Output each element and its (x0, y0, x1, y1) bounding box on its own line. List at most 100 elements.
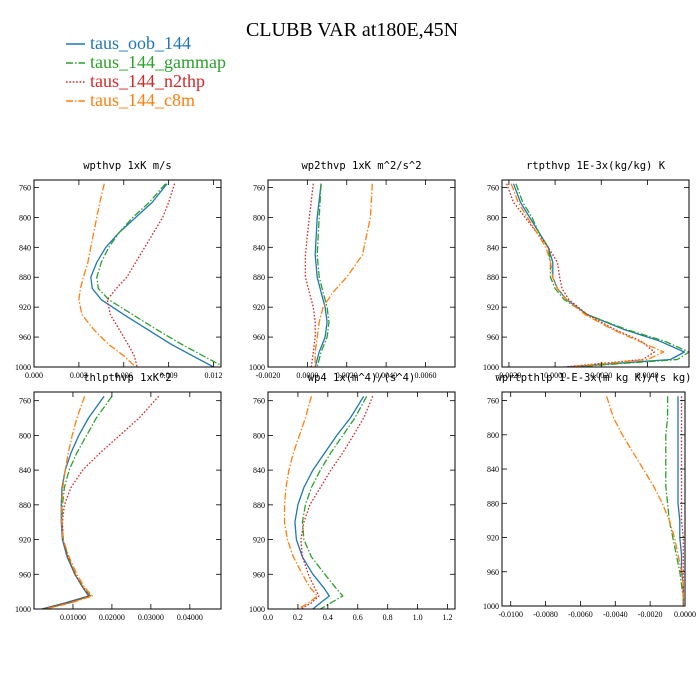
y-tick-label: 800 (253, 431, 265, 440)
y-tick-label: 1000 (483, 602, 499, 611)
x-tick-label: 0.8 (383, 613, 393, 622)
series-group (283, 395, 374, 609)
y-tick-label: 760 (487, 397, 499, 406)
x-tick-label: 0.0020 (336, 371, 358, 380)
y-tick-label: 920 (253, 303, 265, 312)
figure-title: CLUBB VAR at180E,45N (246, 19, 458, 41)
legend-item: taus_144_c8m (66, 90, 195, 110)
series-line-taus_144_gammap (316, 183, 330, 367)
x-tick-label: 0.4 (323, 613, 333, 622)
series-line-taus_144_c8m (283, 396, 319, 609)
plot-frame (501, 179, 690, 368)
x-tick-label: -0.0020 (638, 610, 663, 619)
series-line-taus_144_gammap (301, 395, 368, 609)
legend-label: taus_144_gammap (90, 52, 226, 72)
panel-3: rtpthvp 1E-3x(kg/kg) K 760 800 840 880 920 960… (483, 160, 690, 380)
series-line-taus_144_n2thp (304, 183, 316, 367)
x-tick-label: -0.0020 (256, 371, 281, 380)
x-tick-label: 0.03000 (138, 613, 164, 622)
x-tick-label: 1.2 (443, 613, 453, 622)
x-tick-label: 0.0 (263, 613, 273, 622)
y-tick-label: 800 (487, 431, 499, 440)
series-line-taus_144_n2thp (300, 396, 374, 609)
y-tick-label: 760 (19, 183, 31, 192)
series-line-taus_144_n2thp (680, 396, 684, 606)
y-tick-label: 920 (253, 536, 265, 545)
y-tick-label: 920 (19, 536, 31, 545)
x-tick-label: 0.0000 (674, 610, 696, 619)
panel-title: wpthvp 1xK m/s (83, 160, 172, 172)
y-tick-label: 960 (487, 333, 499, 342)
series-line-taus_144_n2thp (505, 183, 656, 367)
series-line-taus_144_gammap (515, 183, 689, 367)
x-tick-label: 0.04000 (177, 613, 203, 622)
panel-title: wp2thvp 1xK m^2/s^2 (301, 160, 421, 172)
legend-label: taus_144_c8m (90, 90, 195, 110)
x-tick-label: 0.2 (293, 613, 303, 622)
x-tick-label: 0.003 (70, 371, 88, 380)
y-tick-label: 800 (19, 431, 31, 440)
x-tick-label: 0.0000 (544, 371, 566, 380)
series-group (505, 183, 689, 367)
y-tick-label: 880 (19, 501, 31, 510)
y-tick-label: 880 (487, 273, 499, 282)
legend-item: taus_144_n2thp (66, 71, 205, 91)
plot-frame (33, 391, 222, 610)
x-tick-label: 0.0040 (636, 371, 658, 380)
y-tick-label: 800 (253, 213, 265, 222)
panels: wpthvp 1xK m/s76080084088092096010000.00… (15, 160, 696, 622)
x-tick-label: 0.012 (205, 371, 223, 380)
series-group (41, 395, 160, 609)
y-tick-label: 800 (19, 213, 31, 222)
panel-1: wpthvp 1xK m/s76080084088092096010000.00… (15, 160, 223, 380)
x-tick-label: -0.0060 (568, 610, 593, 619)
series-group (304, 183, 373, 367)
x-tick-label: -0.0100 (498, 610, 523, 619)
series-group (78, 183, 221, 367)
y-tick-label: 920 (19, 303, 31, 312)
y-tick-label: 920 (487, 534, 499, 543)
y-tick-label: 1000 (483, 363, 499, 372)
x-tick-label: -0.0020 (497, 371, 522, 380)
x-tick-label: 0.01000 (60, 613, 86, 622)
y-tick-label: 960 (19, 570, 31, 579)
y-tick-label: 840 (19, 243, 31, 252)
series-line-taus_oob_144 (90, 183, 214, 367)
y-tick-label: 960 (19, 333, 31, 342)
legend: taus_oob_144taus_144_gammaptaus_144_n2th… (66, 33, 226, 110)
y-tick-label: 880 (487, 499, 499, 508)
y-tick-label: 840 (253, 466, 265, 475)
panel-6: wprtpthlp 1-E-3x(m kg K)/(s kg) 760 800 840… (483, 372, 696, 619)
y-tick-label: 960 (253, 333, 265, 342)
x-tick-label: 0.6 (353, 613, 363, 622)
y-tick-label: 960 (253, 570, 265, 579)
series-line-taus_144_c8m (45, 396, 94, 609)
panel-title: wp4 1x(m^4)/(s^4) (308, 372, 415, 384)
y-tick-label: 800 (487, 213, 499, 222)
y-tick-label: 840 (487, 243, 499, 252)
x-tick-label: -0.0040 (603, 610, 628, 619)
y-tick-label: 880 (19, 273, 31, 282)
series-line-taus_144_gammap (43, 395, 113, 609)
x-tick-label: 0.0000 (296, 371, 318, 380)
series-line-taus_oob_144 (314, 183, 328, 367)
x-tick-label: 0.000 (25, 371, 43, 380)
y-tick-label: 1000 (15, 363, 31, 372)
x-tick-label: 0.0040 (375, 371, 397, 380)
panel-4: thlpthvp 1xK^2 760 800 840 880 920 960 1000 0.01… (15, 372, 222, 622)
y-tick-label: 880 (253, 273, 265, 282)
panel-5: wp4 1x(m^4)/(s^4)76080084088092096010000… (249, 372, 456, 622)
y-tick-label: 880 (253, 501, 265, 510)
series-line-taus_144_c8m (605, 396, 684, 606)
x-tick-label: 0.009 (160, 371, 178, 380)
y-tick-label: 760 (253, 183, 265, 192)
plot-frame (267, 391, 456, 610)
series-line-taus_oob_144 (41, 395, 105, 609)
x-tick-label: 0.0020 (590, 371, 612, 380)
legend-item: taus_144_gammap (66, 52, 226, 72)
legend-item: taus_oob_144 (66, 33, 191, 53)
y-tick-label: 920 (487, 303, 499, 312)
plot-frame (267, 179, 456, 368)
series-line-taus_144_c8m (314, 183, 373, 367)
